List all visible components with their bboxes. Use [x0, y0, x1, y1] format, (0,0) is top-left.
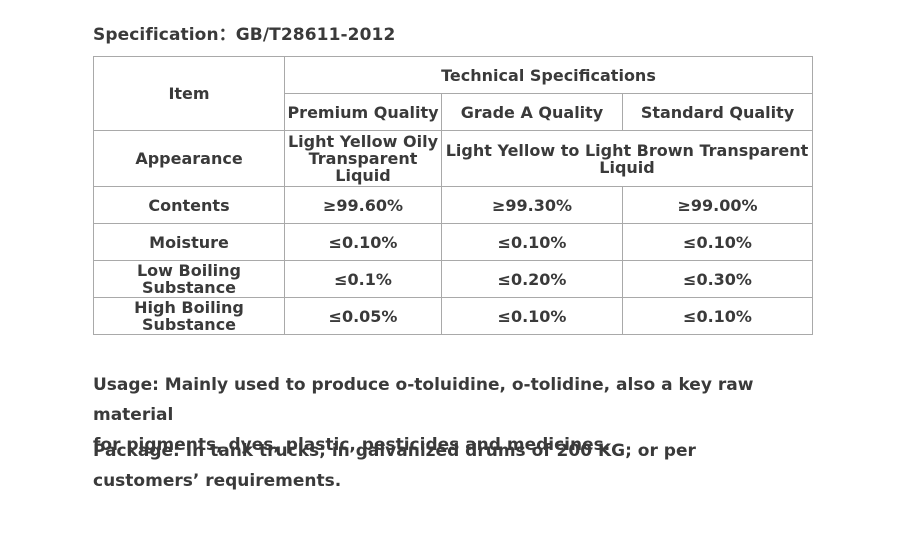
- table-cell: ≥99.30%: [441, 186, 623, 224]
- item-header: Item: [93, 56, 285, 131]
- grade-header-row: Premium Quality Grade A Quality Standard…: [94, 93, 813, 131]
- table-header-row: Item Technical Specifications: [93, 56, 813, 131]
- specification-title: Specification：GB/T28611-2012: [93, 25, 396, 45]
- table-row-moisture: Moisture ≤0.10% ≤0.10% ≤0.10%: [93, 223, 813, 261]
- table-cell: ≤0.10%: [284, 223, 442, 261]
- specification-table: Item Technical Specifications Premium Qu…: [93, 56, 813, 335]
- row-label-moisture: Moisture: [93, 223, 285, 261]
- table-cell: ≤0.05%: [284, 297, 442, 335]
- row-label-contents: Contents: [93, 186, 285, 224]
- table-cell: ≤0.1%: [284, 260, 442, 298]
- row-label-appearance: Appearance: [93, 130, 285, 187]
- table-cell: ≤0.20%: [441, 260, 623, 298]
- technical-specifications-header: Technical Specifications: [284, 56, 813, 94]
- package-line: customers’ requirements.: [93, 471, 342, 491]
- row-label-low-boiling: Low Boiling Substance: [93, 260, 285, 298]
- table-cell: ≤0.30%: [622, 260, 813, 298]
- table-row-appearance: Appearance Light Yellow Oily Transparent…: [93, 130, 813, 187]
- row-label-high-boiling: High Boiling Substance: [93, 297, 285, 335]
- table-cell: ≤0.10%: [441, 297, 623, 335]
- usage-line: Usage: Mainly used to produce o-toluidin…: [93, 375, 754, 425]
- table-row-high-boiling: High Boiling Substance ≤0.05% ≤0.10% ≤0.…: [93, 297, 813, 335]
- table-cell: ≤0.10%: [622, 297, 813, 335]
- grade-header-premium: Premium Quality: [284, 93, 442, 131]
- appearance-other-grades-value: Light Yellow to Light Brown Transparent …: [441, 130, 813, 187]
- usage-paragraph: Usage: Mainly used to produce o-toluidin…: [93, 370, 823, 460]
- grade-header-grade-a: Grade A Quality: [441, 93, 623, 131]
- package-line: Package: In tank trucks; in galvanized d…: [93, 441, 696, 461]
- grade-header-standard: Standard Quality: [622, 93, 813, 131]
- appearance-premium-value: Light Yellow Oily Transparent Liquid: [284, 130, 442, 187]
- table-row-contents: Contents ≥99.60% ≥99.30% ≥99.00%: [93, 186, 813, 224]
- table-row-low-boiling: Low Boiling Substance ≤0.1% ≤0.20% ≤0.30…: [93, 260, 813, 298]
- table-cell: ≤0.10%: [441, 223, 623, 261]
- table-cell: ≥99.00%: [622, 186, 813, 224]
- usage-line: for pigments, dyes, plastic, pesticides …: [93, 435, 611, 455]
- table-cell: ≤0.10%: [622, 223, 813, 261]
- table-cell: ≥99.60%: [284, 186, 442, 224]
- package-paragraph: Package: In tank trucks; in galvanized d…: [93, 436, 823, 496]
